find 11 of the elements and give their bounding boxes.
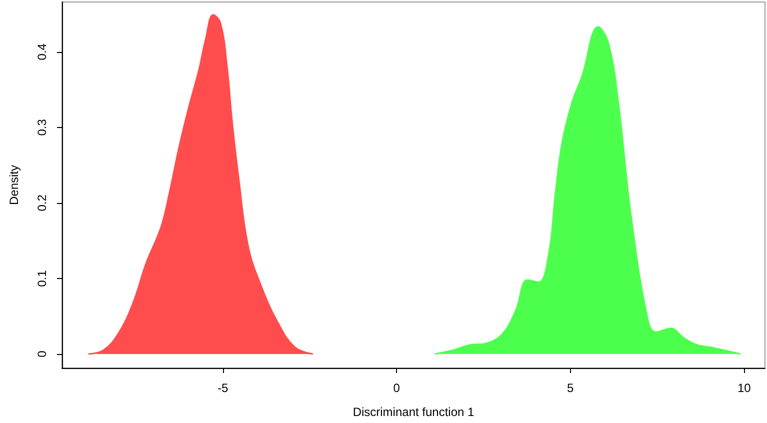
y-tick-label: 0.1 xyxy=(35,270,49,287)
x-tick-label: 10 xyxy=(737,381,752,395)
x-tick-label: 5 xyxy=(567,381,574,395)
y-axis-title: Density xyxy=(7,164,21,206)
y-tick-label: 0.4 xyxy=(35,43,49,60)
y-tick-label: 0.2 xyxy=(35,194,49,212)
x-tick-label: 0 xyxy=(393,381,400,395)
y-tick-label: 0 xyxy=(35,350,49,358)
x-tick-label: -5 xyxy=(218,381,229,395)
y-tick-label: 0.3 xyxy=(35,118,49,136)
x-axis-title: Discriminant function 1 xyxy=(352,405,475,419)
